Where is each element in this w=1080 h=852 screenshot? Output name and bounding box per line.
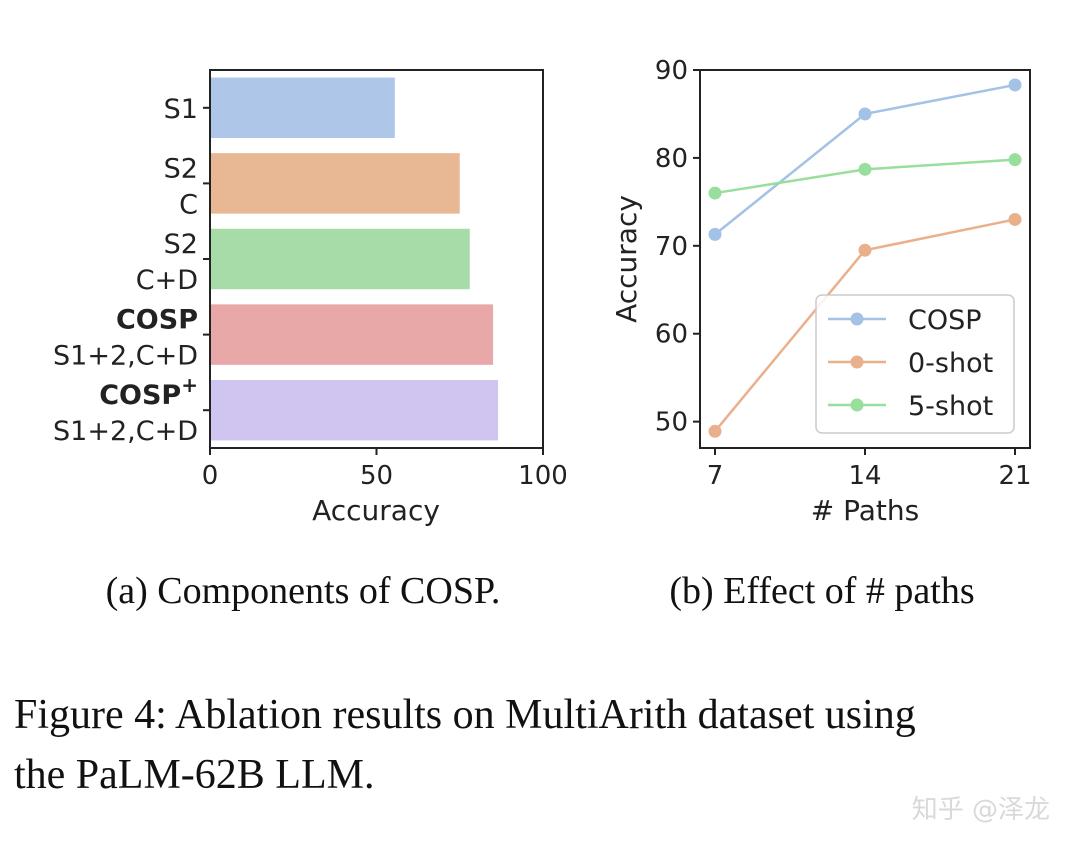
line-x-ticks: 7 14 21 [707, 448, 1032, 491]
legend-label-5-shot: 5-shot [908, 391, 993, 422]
bar-category-label-line2-1: C [179, 189, 198, 220]
legend-label-COSP: COSP [908, 305, 982, 336]
line-series-group [708, 78, 1022, 438]
bar-group [210, 77, 499, 441]
line-x-tick-label-0: 7 [707, 461, 724, 491]
line-x-axis-label: # Paths [811, 494, 919, 527]
series-point-5-shot-1 [858, 162, 872, 176]
legend-marker-COSP [850, 312, 864, 326]
legend-box [815, 294, 1015, 434]
bar-x-tick-label-1: 50 [360, 461, 393, 491]
bar-category-superscript-4: + [181, 373, 198, 397]
series-point-0-shot-2 [1008, 212, 1022, 226]
bar-x-axis-label: Accuracy [312, 494, 440, 527]
series-point-5-shot-0 [708, 186, 722, 200]
line-y-tick-label-1: 60 [655, 320, 688, 350]
line-y-tick-label-2: 70 [655, 232, 688, 262]
line-chart: 50 60 70 80 90 7 14 21 # Paths Accuracy COSP 0-… [610, 56, 1032, 527]
line-x-tick-label-2: 21 [998, 461, 1031, 491]
bar-category-label-line1-2: S2 [164, 229, 198, 260]
bar-3 [210, 304, 494, 365]
legend-items: COSP 0-shot 5-shot [828, 305, 993, 422]
bar-category-label-line1-3: COSP [116, 305, 198, 336]
line-y-ticks: 50 60 70 80 90 [655, 56, 700, 438]
figure-caption-line1: Figure 4: Ablation results on MultiArith… [14, 692, 916, 738]
bar-category-label-line1-0: S1 [164, 94, 198, 125]
bar-x-ticks: 0 50 100 [202, 448, 568, 491]
legend-marker-5-shot [850, 398, 864, 412]
bar-4 [210, 379, 499, 441]
line-legend: COSP 0-shot 5-shot [815, 294, 1015, 434]
subcaption-a: (a) Components of COSP. [106, 570, 501, 612]
line-y-axis-label: Accuracy [610, 195, 643, 323]
bar-1 [210, 153, 460, 214]
bar-x-tick-label-0: 0 [202, 461, 219, 491]
bar-2 [210, 228, 470, 290]
line-y-tick-label-0: 50 [655, 408, 688, 438]
series-point-COSP-0 [708, 227, 722, 241]
bar-0 [210, 77, 395, 139]
legend-label-0-shot: 0-shot [908, 348, 993, 379]
figure-caption-line2: the PaLM-62B LLM. [14, 752, 374, 798]
series-point-COSP-2 [1008, 78, 1022, 92]
series-line-COSP [714, 83, 1016, 236]
series-point-0-shot-0 [708, 424, 722, 438]
bar-category-label-line2-2: C+D [136, 265, 198, 296]
series-point-COSP-1 [858, 107, 872, 121]
subcaption-b: (b) Effect of # paths [669, 570, 974, 612]
series-point-5-shot-2 [1008, 153, 1022, 167]
series-point-0-shot-1 [858, 243, 872, 257]
line-y-tick-label-4: 90 [655, 56, 688, 86]
line-y-tick-label-3: 80 [655, 144, 688, 174]
bar-category-label-line2-3: S1+2,C+D [53, 341, 198, 372]
bar-category-label-line1-1: S2 [164, 153, 198, 184]
bar-x-tick-label-2: 100 [518, 461, 568, 491]
bar-category-label-line1-4: COSP+ [99, 373, 198, 411]
line-x-tick-label-1: 14 [848, 461, 881, 491]
bar-category-label-line2-4: S1+2,C+D [53, 416, 198, 447]
legend-marker-0-shot [850, 355, 864, 369]
watermark: 知乎 @泽龙 [912, 795, 1050, 825]
